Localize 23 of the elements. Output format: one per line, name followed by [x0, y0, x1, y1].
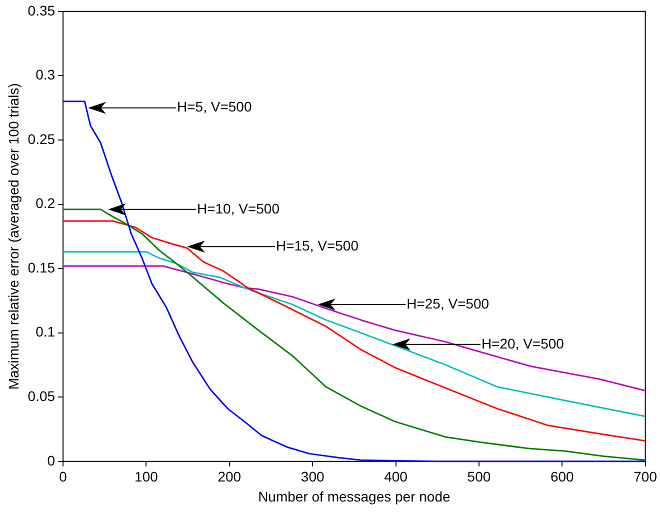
x-tick-label: 300	[300, 468, 324, 485]
annotation: H=15, V=500	[276, 238, 359, 254]
y-tick-label: 0.3	[36, 66, 56, 83]
annotation: H=5, V=500	[177, 98, 252, 115]
x-tick-label: 700	[634, 468, 658, 485]
annotation: H=10, V=500	[196, 200, 280, 216]
y-axis-title: Maximum relative error (averaged over 100 trials)	[5, 83, 22, 390]
annotation: H=20, V=500	[481, 335, 564, 352]
x-tick-label: 200	[218, 468, 242, 485]
y-tick-label: 0.35	[28, 2, 56, 18]
x-tick-label: 400	[384, 468, 408, 485]
x-tick-label: 100	[134, 468, 158, 485]
x-tick-label: 0	[59, 468, 68, 485]
y-tick-label: 0.1	[36, 324, 56, 340]
annotation: H=25, V=500	[406, 295, 490, 312]
x-tick-label: 500	[467, 468, 491, 485]
y-tick-label: 0.2	[36, 195, 56, 212]
x-axis-title: Number of messages per node	[258, 488, 450, 504]
y-tick-label: 0.15	[28, 259, 56, 276]
y-tick-label: 0	[47, 452, 56, 468]
x-tick-label: 600	[550, 468, 574, 485]
y-tick-label: 0.05	[28, 388, 56, 404]
y-tick-label: 0.25	[28, 130, 56, 147]
